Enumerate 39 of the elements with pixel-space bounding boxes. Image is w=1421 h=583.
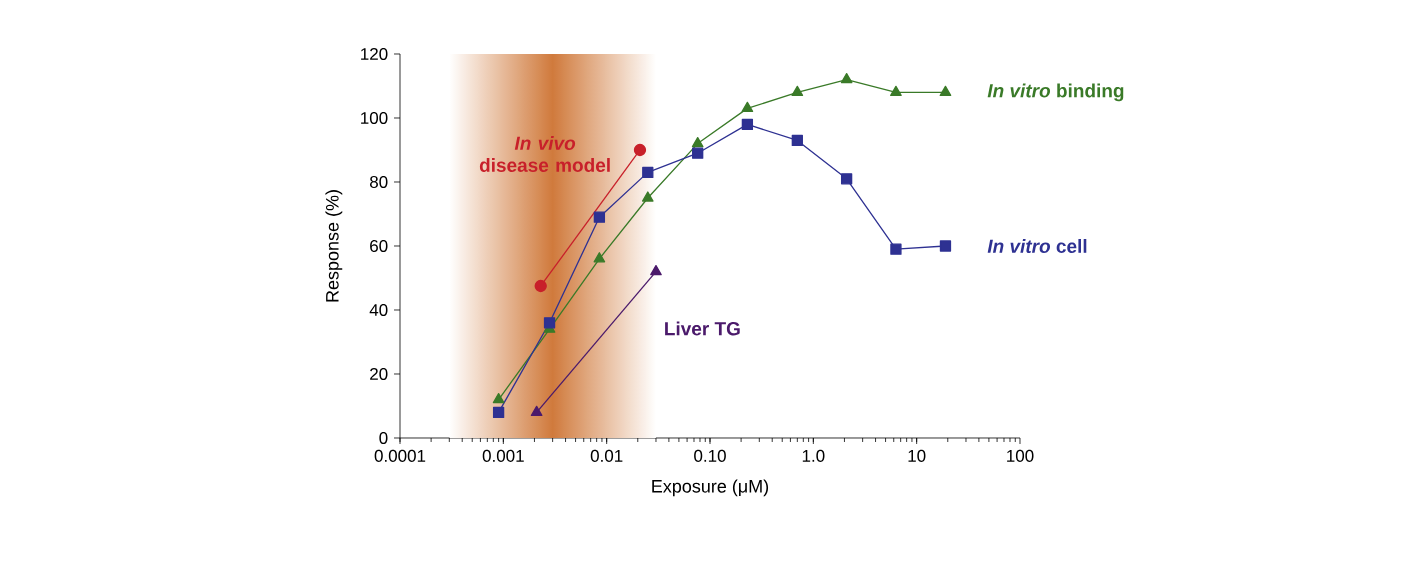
y-tick-label: 40 (369, 303, 388, 317)
point (890, 85, 902, 97)
y-tick-label: 80 (369, 175, 388, 189)
series-label: In vitro cell (987, 239, 1087, 253)
y-tick-label: 100 (361, 111, 388, 125)
point (593, 211, 606, 223)
x-tick-label: 0.10 (694, 449, 726, 462)
point (641, 191, 654, 202)
y-axis-title: Response (%) (325, 190, 343, 302)
x-tick-label: 100 (1007, 449, 1034, 462)
point (492, 406, 505, 419)
series-label: In vitro binding (987, 83, 1124, 102)
point (840, 173, 853, 185)
x-tick-label: 0.0001 (374, 449, 426, 462)
x-axis-title: Exposure (μM) (652, 479, 769, 497)
point (692, 147, 704, 159)
series-label: In vivo disease model (479, 136, 610, 172)
y-tick-label: 20 (370, 367, 388, 381)
point (939, 240, 952, 252)
point (791, 134, 803, 147)
y-tick-label: 0 (379, 431, 388, 445)
point (741, 118, 754, 131)
point (642, 166, 654, 179)
point (543, 317, 556, 329)
point (593, 252, 606, 263)
text: Liver TG (665, 321, 740, 336)
y-tick-label: 120 (361, 47, 388, 61)
point (791, 85, 804, 97)
y-tick-label: 60 (370, 239, 388, 253)
point (741, 101, 754, 113)
x-tick-label: 0.001 (482, 449, 524, 462)
point (691, 136, 704, 148)
point (939, 85, 952, 97)
x-tick-label: 1.0 (802, 449, 825, 462)
point (840, 72, 853, 84)
x-tick-label: 0.01 (590, 449, 623, 462)
x-tick-label: 10 (908, 449, 926, 462)
point (492, 392, 505, 404)
point (890, 243, 902, 255)
